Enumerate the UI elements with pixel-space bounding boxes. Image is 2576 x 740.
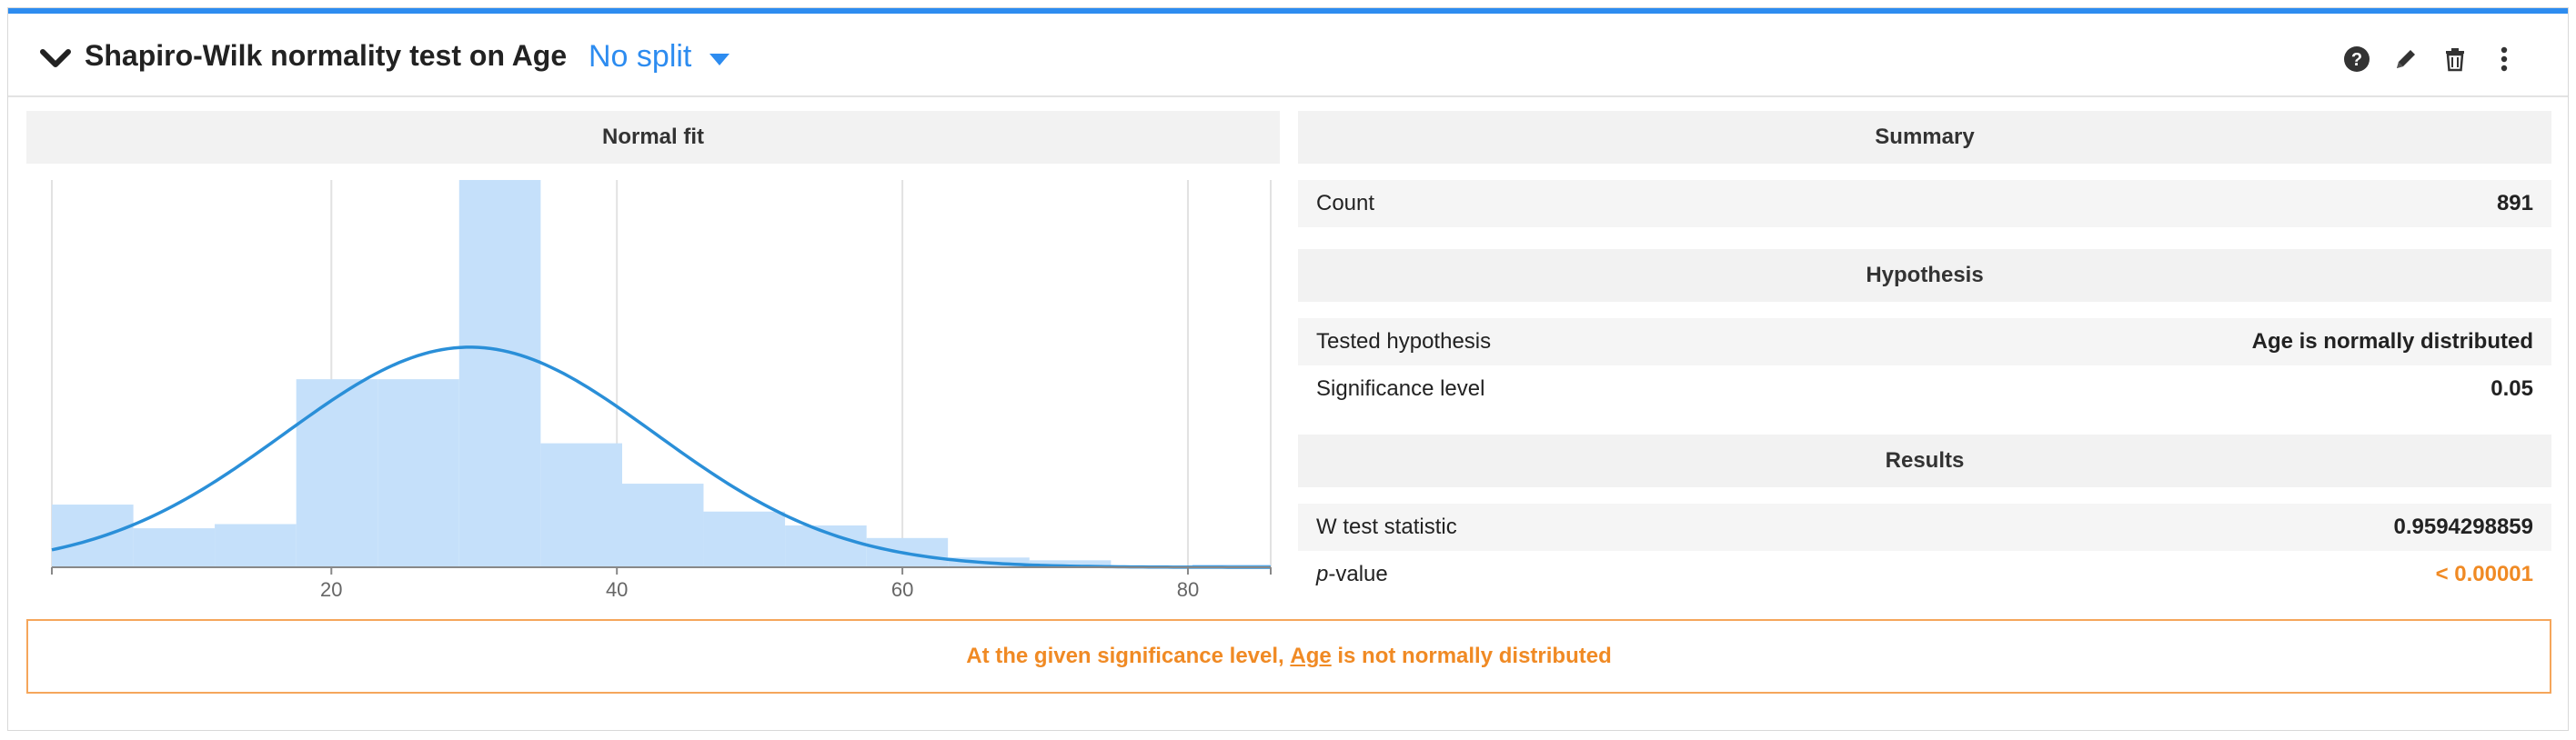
x-tick-label: 80 [1177, 578, 1199, 601]
conclusion-variable[interactable]: Age [1290, 644, 1332, 668]
histogram-bar [540, 443, 622, 567]
x-tick-label: 60 [891, 578, 913, 601]
normal-fit-panel: Normal fit 20 40 60 80 [26, 111, 1280, 604]
normal-fit-title: Normal fit [26, 111, 1280, 164]
trash-icon[interactable] [2440, 45, 2470, 74]
summary-header: Summary [1298, 111, 2551, 164]
w-statistic-value: 0.9594298859 [2393, 515, 2534, 539]
significance-value: 0.05 [2490, 376, 2533, 401]
histogram-bar [458, 180, 541, 567]
normal-fit-curve [51, 345, 1272, 569]
split-label: No split [589, 39, 692, 74]
significance-label: Significance level [1316, 376, 1485, 401]
histogram-bar [377, 379, 459, 567]
results-header: Results [1298, 435, 2551, 487]
tested-hypothesis-row: Tested hypothesis Age is normally distri… [1298, 318, 2551, 365]
card-header: Shapiro-Wilk normality test on Age No sp… [8, 14, 2568, 97]
count-row: Count 891 [1298, 180, 2551, 227]
histogram-bar [215, 524, 297, 567]
p-value-row: p-value < 0.00001 [1298, 551, 2551, 598]
help-icon[interactable]: ? [2342, 45, 2371, 74]
split-dropdown[interactable]: No split [589, 39, 730, 75]
histogram-bar [133, 528, 216, 567]
conclusion-suffix: is not normally distributed [1331, 644, 1612, 668]
x-tick-label: 20 [320, 578, 342, 601]
count-label: Count [1316, 191, 1375, 215]
w-statistic-row: W test statistic 0.9594298859 [1298, 504, 2551, 551]
x-tick-label: 40 [606, 578, 628, 601]
histogram-bar [296, 379, 378, 567]
accent-bar [8, 8, 2568, 14]
hypothesis-header: Hypothesis [1298, 249, 2551, 302]
histogram-bar [703, 511, 786, 567]
histogram-bar [621, 484, 704, 567]
histogram-bar [52, 505, 134, 567]
tested-hypothesis-value: Age is normally distributed [2251, 329, 2533, 354]
svg-text:?: ? [2351, 50, 2362, 70]
chevron-down-icon[interactable] [37, 41, 74, 77]
conclusion-prefix: At the given significance level, [966, 644, 1291, 668]
w-statistic-label: W test statistic [1316, 515, 1457, 539]
histogram-bar [1029, 560, 1112, 567]
edit-icon[interactable] [2391, 45, 2420, 74]
p-value-value: < 0.00001 [2435, 562, 2533, 586]
conclusion-banner: At the given significance level, Age is … [26, 619, 2551, 694]
p-value-label: p-value [1316, 562, 1388, 587]
more-vertical-icon[interactable] [2490, 45, 2519, 74]
p-value-label-italic: p [1316, 562, 1329, 586]
caret-down-icon [709, 39, 730, 75]
significance-row: Significance level 0.05 [1298, 365, 2551, 413]
histogram-svg: 20 40 60 80 [51, 180, 1272, 601]
stats-panel: Summary Count 891 Hypothesis Tested hypo… [1298, 111, 2551, 604]
p-value-label-rest: -value [1328, 562, 1388, 586]
card-title: Shapiro-Wilk normality test on Age [85, 39, 568, 72]
normality-test-card: Shapiro-Wilk normality test on Age No sp… [7, 7, 2569, 731]
count-value: 891 [2496, 191, 2533, 215]
tested-hypothesis-label: Tested hypothesis [1316, 329, 1492, 354]
histogram-chart: 20 40 60 80 [26, 164, 1280, 604]
